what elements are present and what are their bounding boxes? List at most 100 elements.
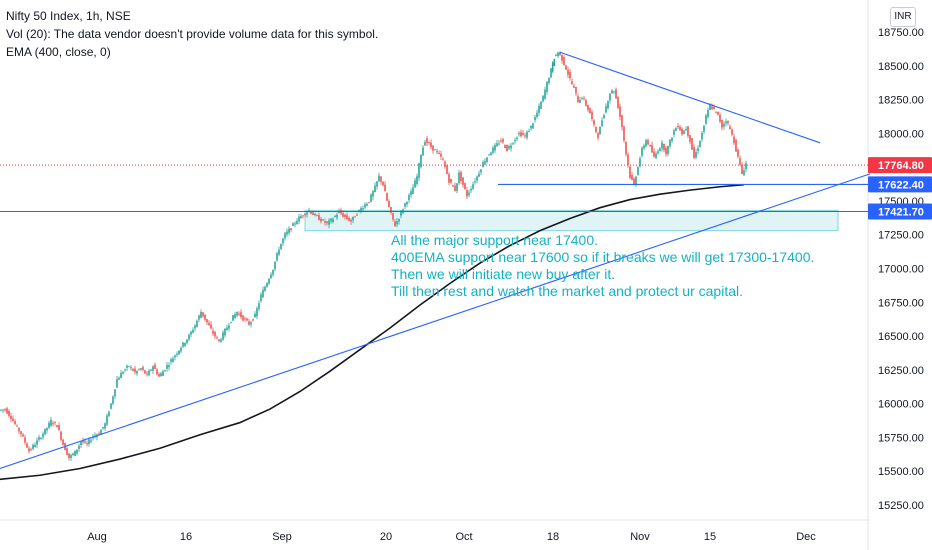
candle-body [4,409,6,411]
candle-body [104,423,106,429]
candle-body [278,249,280,255]
candle-body [695,151,697,158]
candle-body [639,158,641,167]
candle-body [126,365,128,368]
currency-button[interactable]: INR [890,7,916,27]
candle-body [711,106,713,109]
candle-body [40,438,42,440]
candle-body [56,425,58,428]
candle-body [70,454,72,458]
candle-body [58,425,60,431]
candle-body [526,131,528,138]
candle-body [26,443,28,448]
candle-body [286,231,288,235]
symbol-title[interactable]: Nifty 50 Index, 1h, NSE [6,9,131,23]
y-tick-label: 18500.00 [878,61,924,73]
candle-body [102,427,104,429]
candle-body [623,126,625,141]
annotation-line: Till then rest and watch the market and … [391,283,743,299]
candle-body [330,218,332,222]
candle-body [673,130,675,135]
candle-body [308,210,310,212]
candle-body [258,303,260,309]
candle-body [268,278,270,284]
candle-body [60,431,62,440]
candle-body [502,139,504,143]
candle-body [577,96,579,103]
candle-body [593,120,595,125]
candle-body [581,98,583,100]
candle-body [118,377,120,380]
candle-body [12,418,14,421]
y-tick-label: 17250.00 [878,230,924,242]
candle-body [132,368,134,371]
y-tick-label: 16000.00 [878,399,924,411]
candle-body [727,120,729,124]
candle-body [290,228,292,230]
candle-body [677,125,679,128]
volume-indicator-label[interactable]: Vol (20): The data vendor doesn't provid… [6,27,379,41]
candle-body [0,409,2,411]
candle-body [458,172,460,183]
candle-body [426,138,428,143]
candle-body [20,431,22,434]
candle-body [210,324,212,329]
x-tick-label: 16 [180,531,192,543]
candle-body [288,228,290,233]
candle-body [472,184,474,189]
candle-body [587,105,589,110]
candle-body [88,439,90,445]
candle-body [506,144,508,152]
candle-body [250,322,252,325]
candle-body [510,145,512,149]
candle-body [550,68,552,78]
candle-body [416,176,418,185]
candle-body [370,194,372,202]
candle-body [82,440,84,443]
candle-body [298,216,300,222]
candle-body [84,441,86,443]
candle-body [124,369,126,371]
candle-body [244,318,246,320]
candle-body [649,144,651,146]
candle-body [559,51,561,56]
candle-body [28,448,30,452]
candle-body [48,422,50,428]
candle-body [669,139,671,147]
candle-body [514,140,516,142]
x-tick-label: 18 [547,531,559,543]
price-label-text: 17622.40 [878,179,924,191]
annotation-text[interactable]: All the major support near 17400. 400EMA… [391,232,814,300]
candle-body [671,137,673,141]
candle-body [569,71,571,79]
annotation-line: All the major support near 17400. [391,232,599,248]
candle-body [707,110,709,118]
candle-body [276,253,278,261]
candle-body [52,423,54,425]
candle-body [693,147,695,158]
candle-body [392,213,394,220]
candle-body [156,369,158,375]
candle-body [184,342,186,346]
candle-body [418,163,420,178]
candle-body [86,443,88,445]
candle-body [36,440,38,445]
candle-body [296,221,298,225]
candle-body [46,427,48,431]
candle-body [456,183,458,191]
candle-body [595,126,597,132]
candle-body [32,444,34,449]
candle-body [30,449,32,451]
ema-indicator-label[interactable]: EMA (400, close, 0) [6,45,111,59]
candle-body [318,215,320,221]
y-tick-label: 17000.00 [878,264,924,276]
candle-body [589,108,591,114]
candle-body [637,167,639,175]
candle-body [532,123,534,129]
candle-body [44,428,46,435]
candle-body [448,174,450,183]
candle-body [68,453,70,459]
candle-body [186,339,188,344]
